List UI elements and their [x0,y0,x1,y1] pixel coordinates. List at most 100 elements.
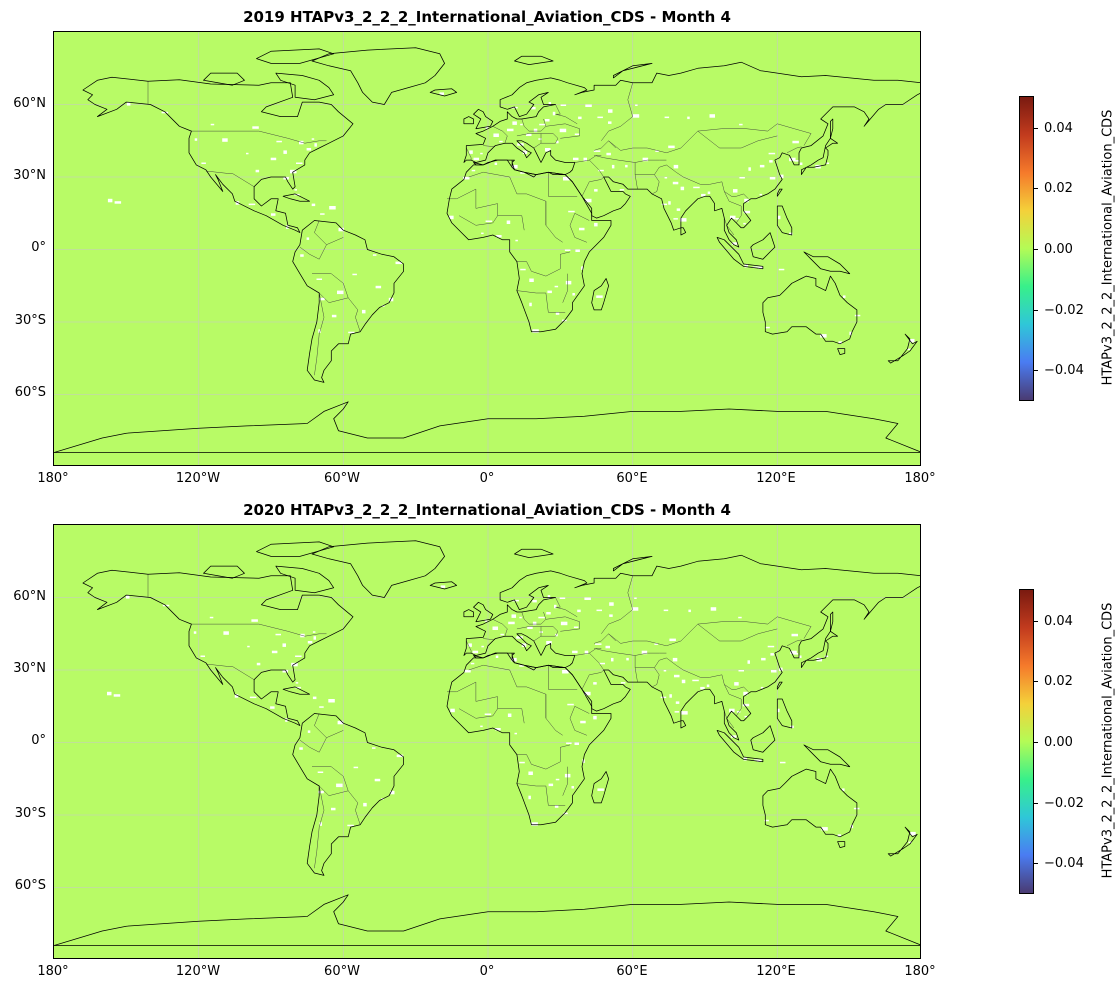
missing-data-cell [538,138,542,140]
country-border [635,657,667,668]
country-border [314,220,327,245]
coastline-baffin [275,565,335,594]
missing-data-cell [113,694,121,697]
missing-data-cell [450,708,455,713]
missing-data-cell [824,655,829,657]
missing-data-cell [296,162,303,164]
missing-data-cell [318,329,321,333]
country-borders [147,574,812,869]
coastline-japan [801,630,838,668]
missing-data-cell [837,834,842,837]
coastline-antarctica [54,894,920,946]
missing-data-cell [790,650,797,655]
missing-data-cell [519,616,522,619]
coastline-new-guinea [803,251,851,275]
missing-data-cell [771,670,777,673]
missing-data-cell [777,215,781,220]
missing-data-cell [769,177,776,180]
missing-data-cell [743,210,751,214]
missing-data-cell [528,795,531,800]
missing-data-cell [597,788,604,791]
missing-data-cell [295,686,301,689]
missing-data-cell [270,706,275,709]
missing-data-cell [480,152,483,155]
missing-data-cell [449,215,454,220]
missing-data-cell [248,203,256,206]
missing-data-cell [753,759,761,761]
missing-data-cell [594,189,598,192]
country-borders [147,81,812,376]
colorbar [1019,589,1034,894]
country-border [541,626,559,637]
missing-data-cell [606,152,611,156]
missing-data-cell [481,232,484,235]
missing-data-cell [573,626,579,628]
map-area [53,524,921,959]
coastline-greenland [311,47,445,105]
missing-data-cell [739,123,743,126]
country-border [314,785,325,869]
missing-data-cell [126,595,130,599]
country-border [574,155,602,163]
missing-data-cell [820,334,827,338]
missing-data-cell [599,662,605,665]
missing-data-cell [319,297,325,301]
missing-data-cell [548,783,554,787]
missing-data-cell [730,215,736,220]
missing-data-cell [566,742,572,744]
coastline-victoria-isl [203,72,245,86]
missing-data-cell [736,711,741,713]
missing-data-cell [252,126,259,129]
missing-data-cell [584,597,591,600]
country-border [697,623,778,642]
country-border [521,611,547,625]
missing-data-cell [768,152,776,155]
country-border [581,176,604,197]
country-border [562,273,568,303]
colorbar [1019,96,1034,401]
country-border [466,147,472,161]
missing-data-cell [693,186,700,189]
country-border [666,657,732,690]
missing-data-cell [313,636,316,640]
missing-data-cell [481,645,484,648]
coastlines [54,540,920,946]
missing-data-cell [539,123,546,126]
missing-data-cell [554,285,559,288]
country-border [205,663,255,680]
missing-data-cell [275,633,281,636]
missing-data-cell [574,133,580,135]
missing-data-cell [390,790,395,795]
missing-data-cell [642,157,649,162]
missing-data-cell [577,609,581,613]
missing-data-cell [789,157,796,162]
coastline-iceland [429,581,458,590]
missing-data-cell [506,220,511,224]
coastline-australia [762,275,858,345]
coastline-japan [801,137,838,175]
missing-data-cell [769,160,773,163]
country-border [589,159,604,178]
country-border [458,215,525,231]
missing-data-cell [516,636,523,639]
country-border [608,623,698,647]
missing-data-cell [500,633,504,636]
missing-data-cell [520,268,526,271]
colorbar-tick: 0.00 [1044,242,1073,257]
world-map [54,32,920,465]
country-border [492,619,508,637]
lon-tick: 120°W [175,471,221,486]
lon-tick: 120°E [756,471,796,486]
coastline-svalbard [514,548,554,558]
missing-data-cell [759,164,765,168]
country-border [516,783,566,806]
lat-tick: 30°S [14,806,46,821]
missing-data-cell [701,193,706,197]
missing-data-cell [307,641,313,644]
missing-data-cell [791,633,798,637]
missing-data-cell [251,619,258,622]
coastline-greenland [311,540,445,598]
colorbar-tick: 0.04 [1044,614,1073,629]
missing-data-cell [519,665,524,667]
missing-data-cell [485,220,493,222]
